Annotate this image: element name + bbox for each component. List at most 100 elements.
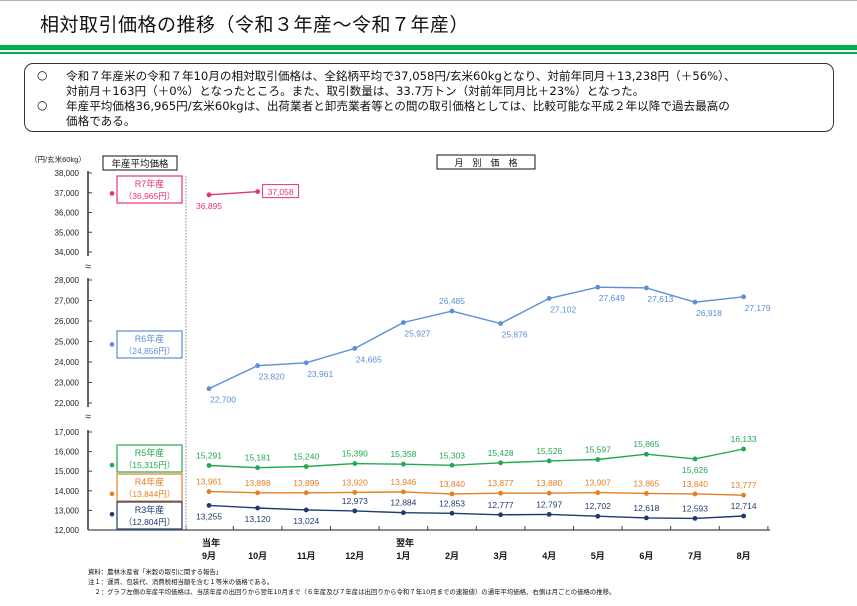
x-tick-label: 8月 <box>737 551 751 561</box>
data-point <box>352 345 358 351</box>
data-label: 16,133 <box>731 434 757 444</box>
data-point <box>206 463 212 468</box>
data-label: 12,618 <box>633 503 659 513</box>
data-label: 36,895 <box>196 201 222 211</box>
data-label: 13,946 <box>390 477 416 487</box>
data-label: 23,961 <box>307 369 333 379</box>
y-tick-label: 28,000 <box>55 276 80 285</box>
data-point <box>303 490 309 496</box>
x-tick-label: 11月 <box>297 551 316 561</box>
series-line-R4年産 <box>208 490 744 496</box>
data-point <box>644 491 649 496</box>
right-panel-label: 月 別 価 格 <box>454 157 517 168</box>
summary-box: ○ 令和７年産米の令和７年10月の相対取引価格は、全銘柄平均で37,058円/玄… <box>24 63 834 132</box>
data-point <box>255 465 260 471</box>
y-tick-label: 35,000 <box>55 228 80 237</box>
data-label: 13,898 <box>245 478 271 488</box>
series-line-R3年産 <box>208 504 744 520</box>
data-point <box>498 460 503 466</box>
series-line-R5年産 <box>208 448 744 469</box>
annual-average-box <box>116 330 183 359</box>
annual-average-value: （24,856円） <box>124 346 176 356</box>
data-point <box>546 490 552 496</box>
data-point <box>401 320 406 325</box>
data-label: 13,877 <box>488 478 514 488</box>
data-label: 13,840 <box>439 479 465 489</box>
data-point <box>498 512 503 518</box>
x-tick-label: 1月 <box>396 551 410 561</box>
data-point <box>692 299 698 305</box>
data-label: 13,024 <box>293 516 319 526</box>
annual-average-point <box>109 462 115 468</box>
data-label: 22,700 <box>210 395 236 405</box>
data-label: 15,626 <box>682 465 708 475</box>
data-label: 23,820 <box>259 372 285 382</box>
data-label: 15,240 <box>293 451 319 461</box>
annual-average-point <box>109 491 115 497</box>
data-point <box>692 515 698 521</box>
data-point <box>644 515 649 521</box>
y-tick-label: 16,000 <box>55 448 80 457</box>
data-label: 27,179 <box>745 303 771 313</box>
data-label: 13,899 <box>293 478 319 488</box>
y-tick-label: 27,000 <box>55 297 80 306</box>
annual-average-value: （15,315円） <box>124 460 176 470</box>
y-tick-label: 15,000 <box>55 467 80 476</box>
series-line-R6年産 <box>208 286 744 390</box>
top-border <box>0 0 857 1</box>
page-title: 相対取引価格の推移（令和３年産～令和７年産） <box>40 14 470 36</box>
data-point <box>255 363 260 369</box>
data-point <box>595 490 601 496</box>
data-point <box>206 192 212 198</box>
right-panel-label-box <box>436 154 536 170</box>
data-point <box>741 294 746 300</box>
data-point <box>352 489 358 495</box>
x-tick-label: 12月 <box>345 551 364 561</box>
y-tick-label: 12,000 <box>55 526 80 535</box>
annual-average-box <box>116 444 183 473</box>
x-tick-label: 3月 <box>494 551 508 561</box>
y-tick-label: 17,000 <box>55 428 80 437</box>
y-tick-label: 26,000 <box>55 317 80 326</box>
data-point <box>595 284 601 290</box>
data-point <box>255 505 260 511</box>
data-label: 13,120 <box>245 514 271 524</box>
data-point <box>449 491 455 497</box>
summary-line: 対前月＋163円（＋0%）となったところ。また、取引数量は、33.7万トン（対前… <box>66 84 645 98</box>
data-label: 12,853 <box>439 498 465 508</box>
annual-average-label: R3年産 <box>135 504 165 515</box>
data-label: 25,876 <box>502 330 528 340</box>
footnote-1: 注１：運賃、包装代、消費税相当額を含む１等米の価格である。 <box>88 578 274 586</box>
x-tick-label: 6月 <box>639 551 653 561</box>
data-label: 15,597 <box>585 444 611 454</box>
data-point <box>401 489 406 495</box>
x-tick-label: 7月 <box>688 551 702 561</box>
data-point <box>401 461 406 467</box>
data-point <box>255 189 260 195</box>
data-point <box>546 458 552 464</box>
annual-average-value: （13,844円） <box>124 489 176 499</box>
data-label: 13,961 <box>196 477 222 487</box>
data-label: 15,865 <box>633 439 659 449</box>
data-point <box>692 456 698 462</box>
y-axis-unit-label: （円/玄米60kg） <box>30 154 86 164</box>
annual-average-value: （36,965円） <box>124 191 176 201</box>
data-label: 13,920 <box>342 477 368 487</box>
annual-average-label: R5年産 <box>135 447 165 458</box>
data-label: 12,593 <box>682 503 708 513</box>
data-label: 27,613 <box>647 294 673 304</box>
year-marker-current: 当年 <box>202 537 220 548</box>
data-label: 26,485 <box>439 296 465 306</box>
year-marker-next: 翌年 <box>396 537 414 548</box>
data-label: 15,291 <box>196 450 222 460</box>
data-point <box>449 510 455 516</box>
x-tick-label: 9月 <box>202 551 216 561</box>
data-label: 25,927 <box>404 328 430 338</box>
data-label: 15,526 <box>536 446 562 456</box>
data-point <box>352 461 358 466</box>
data-label: 15,358 <box>390 449 416 459</box>
annual-average-point <box>109 342 115 347</box>
data-point <box>206 386 212 392</box>
data-point <box>303 464 309 469</box>
